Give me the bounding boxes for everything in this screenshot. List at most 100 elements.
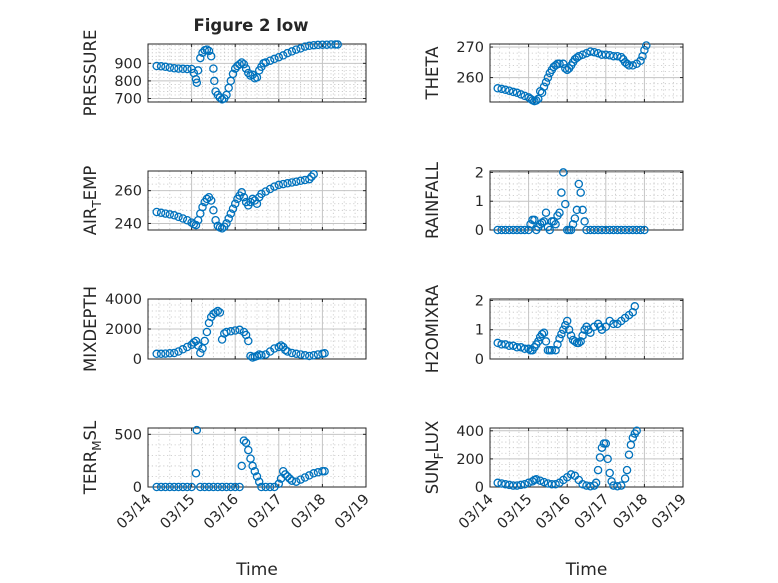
data-point	[512, 481, 522, 490]
data-point	[217, 482, 227, 492]
data-point	[578, 205, 587, 215]
data-point	[320, 349, 329, 358]
data-point	[152, 482, 161, 492]
data-point	[632, 426, 641, 436]
data-point	[520, 344, 529, 354]
data-point	[580, 217, 589, 226]
data-point	[209, 482, 218, 492]
data-point	[553, 340, 562, 349]
subplot-4: 0 1 2 RAINFALL	[423, 161, 684, 239]
data-point	[250, 466, 260, 476]
y-axis-label: THETA	[423, 46, 442, 101]
data-point	[574, 51, 584, 61]
data-point	[246, 351, 255, 361]
data-point	[222, 219, 231, 228]
y-tick-label: 260	[114, 184, 142, 200]
x-tick-label: 03/19	[332, 492, 373, 533]
data-point	[320, 466, 329, 476]
subplot-2: 260 270 THETA	[423, 40, 684, 106]
data-point	[283, 48, 292, 58]
data-point	[564, 325, 574, 334]
y-tick-label: 2	[475, 165, 484, 181]
data-point	[512, 343, 522, 352]
data-point	[532, 96, 541, 105]
data-point	[541, 208, 551, 217]
data-point	[169, 211, 179, 220]
data-point	[228, 204, 238, 213]
data-point	[570, 214, 580, 223]
data-point	[174, 347, 183, 356]
y-tick-label: 1	[475, 323, 484, 339]
data-point	[557, 329, 566, 339]
data-point	[182, 64, 192, 74]
data-point	[274, 479, 284, 489]
data-point	[578, 50, 587, 59]
data-point	[206, 52, 216, 61]
subplot-8: 0 200 400 SUNFLUX 03/1403/1503/1603/1703/180…	[423, 421, 690, 533]
subplot-3: 240 260 AIRTEMP	[81, 166, 367, 235]
x-tick-label: 03/15	[158, 492, 199, 533]
data-point	[209, 64, 218, 73]
data-point	[322, 40, 332, 49]
data-point	[628, 61, 638, 70]
data-point	[239, 192, 249, 202]
data-point	[305, 174, 314, 184]
axes-box	[147, 427, 367, 488]
data-point	[156, 208, 166, 218]
data-point	[589, 47, 599, 57]
data-point	[152, 61, 161, 71]
data-point	[237, 188, 246, 197]
data-point	[156, 62, 166, 71]
data-point	[296, 475, 305, 484]
data-point	[182, 215, 192, 225]
y-tick-label: 240	[114, 216, 142, 232]
data-point	[559, 168, 568, 177]
data-point	[191, 336, 201, 346]
data-point	[566, 470, 576, 479]
data-point	[261, 58, 270, 67]
data-point	[636, 56, 645, 66]
data-point	[497, 340, 506, 349]
data-point	[570, 337, 580, 346]
data-point	[156, 349, 166, 359]
data-point	[530, 215, 539, 225]
data-point	[237, 58, 246, 67]
data-point	[559, 59, 568, 69]
data-point	[622, 465, 632, 475]
data-point	[215, 308, 225, 317]
data-point	[555, 208, 564, 217]
data-point	[539, 82, 549, 91]
data-point	[222, 327, 231, 337]
y-tick-label: 0	[133, 480, 142, 496]
data-point	[636, 225, 645, 235]
data-point	[252, 472, 262, 481]
data-point	[628, 307, 638, 317]
data-point	[501, 85, 510, 95]
data-point	[230, 199, 240, 209]
data-point	[265, 56, 275, 65]
series-markers	[493, 168, 649, 235]
data-point	[274, 180, 284, 190]
data-point	[206, 196, 216, 205]
data-point	[493, 84, 502, 93]
data-point	[270, 54, 279, 64]
data-point	[624, 61, 634, 70]
data-point	[578, 479, 587, 489]
data-point	[591, 478, 601, 488]
data-point	[165, 482, 175, 492]
data-point	[202, 194, 212, 204]
data-point	[191, 220, 201, 230]
data-point	[254, 477, 264, 486]
data-point	[246, 454, 255, 463]
series-markers	[152, 425, 329, 492]
y-axis-label: SUNFLUX	[423, 421, 446, 495]
subplot-6: 0 1 2 H2OMIXRA	[423, 284, 684, 373]
data-point	[296, 350, 305, 359]
y-axis-label: MIXDEPTH	[81, 286, 100, 372]
y-tick-label: 800	[114, 74, 142, 90]
data-point	[305, 471, 314, 480]
data-point	[520, 479, 529, 489]
data-point	[192, 425, 202, 435]
x-tick-label: 03/18	[288, 492, 329, 533]
